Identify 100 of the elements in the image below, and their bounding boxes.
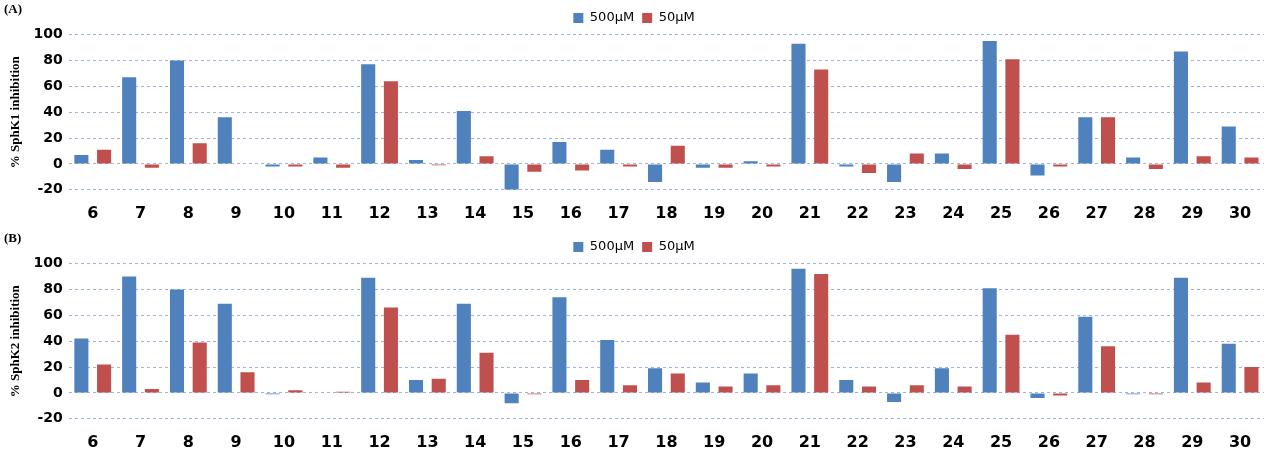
bar <box>814 69 829 164</box>
bar <box>1005 334 1020 393</box>
bar <box>1221 343 1236 393</box>
bar <box>456 303 471 393</box>
bar <box>670 373 685 393</box>
bar <box>718 386 733 393</box>
bar <box>957 386 972 393</box>
bar <box>1126 157 1141 164</box>
bar <box>192 143 207 164</box>
x-tick-label: 22 <box>846 431 869 451</box>
y-axis-title: % SphK2 inhibition <box>7 284 23 398</box>
bar <box>288 164 303 167</box>
x-tick-label: 22 <box>846 202 869 222</box>
bar <box>1078 117 1093 164</box>
bar <box>408 380 424 393</box>
x-tick-label: 23 <box>894 431 917 451</box>
bar <box>600 149 615 164</box>
x-tick-label: 12 <box>368 202 391 222</box>
y-tick-label: 100 <box>33 254 64 271</box>
bar <box>1030 164 1045 176</box>
x-tick-label: 23 <box>894 202 917 222</box>
x-tick-label: 29 <box>1181 431 1204 451</box>
x-tick-label: 15 <box>511 431 535 451</box>
bar <box>909 153 924 164</box>
bar <box>1244 367 1259 393</box>
bar <box>934 153 949 164</box>
y-tick-label: 20 <box>43 128 64 145</box>
bar <box>169 60 185 164</box>
bar <box>74 338 89 393</box>
bar <box>1173 277 1188 393</box>
bar <box>240 372 255 393</box>
bar <box>909 385 924 393</box>
y-tick-label: 40 <box>43 102 64 119</box>
bar <box>313 157 328 164</box>
bar <box>217 117 232 164</box>
bar <box>648 368 663 393</box>
bar <box>552 141 567 164</box>
x-tick-label: 7 <box>134 431 147 451</box>
bar <box>743 373 758 393</box>
y-tick-label: -20 <box>37 180 64 197</box>
chart-title: (A) <box>4 1 23 17</box>
bar <box>265 164 280 167</box>
x-tick-label: 16 <box>559 431 582 451</box>
bar <box>1148 164 1163 170</box>
bar <box>217 303 232 393</box>
x-tick-label: 30 <box>1228 431 1252 451</box>
x-tick-label: 26 <box>1037 202 1060 222</box>
bar <box>504 164 519 190</box>
bar <box>622 385 637 393</box>
x-tick-label: 6 <box>87 431 99 451</box>
x-tick-label: 28 <box>1133 202 1156 222</box>
x-tick-label: 6 <box>87 202 99 222</box>
chart-title: (B) <box>4 230 22 246</box>
x-tick-label: 17 <box>607 431 630 451</box>
legend-label: 50µM <box>658 9 695 25</box>
bar <box>718 164 733 168</box>
x-tick-label: 21 <box>798 431 821 451</box>
x-tick-label: 11 <box>320 202 343 222</box>
bar <box>336 164 351 168</box>
x-tick-label: 20 <box>750 431 774 451</box>
x-tick-label: 27 <box>1085 431 1108 451</box>
y-tick-label: 60 <box>43 305 64 322</box>
bar <box>169 289 185 393</box>
x-tick-label: 16 <box>559 202 582 222</box>
x-tick-label: 11 <box>320 431 343 451</box>
bar <box>383 307 398 393</box>
bar <box>791 268 806 393</box>
bar <box>648 164 663 183</box>
x-tick-label: 8 <box>182 431 194 451</box>
x-tick-label: 25 <box>989 431 1013 451</box>
bar <box>552 297 567 393</box>
bar <box>1078 316 1093 393</box>
bar <box>361 64 376 164</box>
x-tick-label: 14 <box>464 202 487 222</box>
bar <box>600 339 615 393</box>
bar <box>1196 382 1211 393</box>
x-tick-label: 10 <box>272 431 296 451</box>
y-tick-label: 40 <box>43 331 64 348</box>
bar <box>982 41 997 164</box>
bar <box>74 154 89 164</box>
bar <box>1221 126 1236 164</box>
y-tick-label: 80 <box>43 51 64 68</box>
bar <box>456 110 471 164</box>
bar <box>479 352 494 393</box>
x-tick-label: 24 <box>942 431 965 451</box>
x-tick-label: 21 <box>798 202 821 222</box>
bar <box>839 164 854 167</box>
x-tick-label: 26 <box>1037 431 1060 451</box>
bar <box>887 393 902 402</box>
bar <box>791 43 806 164</box>
bar <box>861 386 877 393</box>
x-tick-label: 24 <box>942 202 965 222</box>
bar <box>766 385 781 393</box>
bar <box>575 164 590 171</box>
x-tick-label: 13 <box>416 431 439 451</box>
legend-label: 500µM <box>589 9 635 25</box>
y-tick-label: 100 <box>33 25 64 42</box>
bar <box>861 164 877 173</box>
x-tick-label: 29 <box>1181 202 1204 222</box>
bar <box>957 164 972 170</box>
